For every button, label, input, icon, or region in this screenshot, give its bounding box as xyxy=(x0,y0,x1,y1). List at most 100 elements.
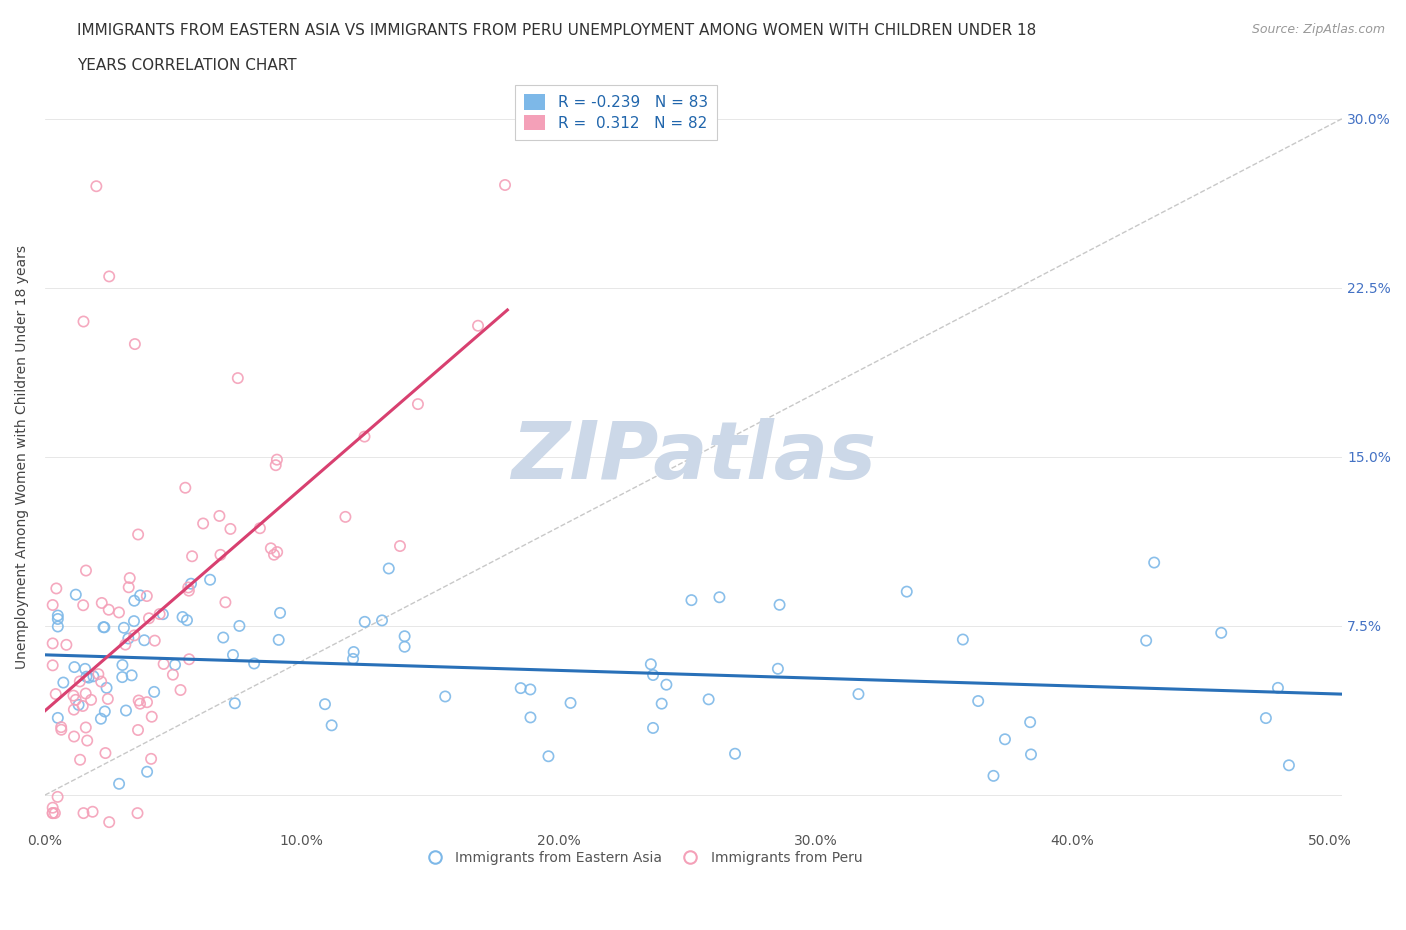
Point xyxy=(124,628,146,643)
Point xyxy=(260,541,283,556)
Point xyxy=(98,269,121,284)
Point xyxy=(651,697,673,711)
Point xyxy=(224,696,246,711)
Point xyxy=(51,723,73,737)
Point xyxy=(314,697,336,711)
Point xyxy=(152,606,174,621)
Point xyxy=(994,732,1017,747)
Point xyxy=(63,729,86,744)
Point xyxy=(177,580,200,595)
Point xyxy=(321,718,343,733)
Point xyxy=(49,720,72,735)
Point xyxy=(209,548,232,563)
Point xyxy=(143,684,166,699)
Point xyxy=(537,749,560,764)
Point xyxy=(709,590,731,604)
Point xyxy=(263,547,285,562)
Point xyxy=(343,644,366,659)
Text: Source: ZipAtlas.com: Source: ZipAtlas.com xyxy=(1251,23,1385,36)
Point xyxy=(46,608,69,623)
Point xyxy=(342,652,364,667)
Point xyxy=(434,689,457,704)
Point xyxy=(1278,758,1301,773)
Point xyxy=(41,636,63,651)
Point xyxy=(118,579,141,594)
Point xyxy=(62,688,84,703)
Point xyxy=(111,670,134,684)
Point xyxy=(214,595,236,610)
Point xyxy=(75,661,97,676)
Point xyxy=(641,721,664,736)
Point xyxy=(655,677,678,692)
Point xyxy=(141,710,163,724)
Point xyxy=(1019,747,1042,762)
Point xyxy=(127,527,149,542)
Point xyxy=(1135,633,1157,648)
Point xyxy=(75,686,97,701)
Point xyxy=(75,720,97,735)
Point xyxy=(467,318,489,333)
Point xyxy=(46,612,69,627)
Point xyxy=(641,668,664,683)
Point xyxy=(394,639,416,654)
Point xyxy=(138,611,160,626)
Point xyxy=(560,696,582,711)
Point xyxy=(76,733,98,748)
Legend: Immigrants from Eastern Asia, Immigrants from Peru: Immigrants from Eastern Asia, Immigrants… xyxy=(415,845,869,870)
Point xyxy=(46,711,69,725)
Point xyxy=(243,656,266,671)
Point xyxy=(90,595,112,610)
Point xyxy=(1143,555,1166,570)
Point xyxy=(519,710,541,724)
Point xyxy=(97,692,120,707)
Point xyxy=(143,633,166,648)
Point xyxy=(848,686,870,701)
Point xyxy=(72,314,94,329)
Point xyxy=(983,768,1005,783)
Point xyxy=(174,480,197,495)
Point xyxy=(266,452,288,467)
Point xyxy=(67,698,90,712)
Point xyxy=(353,429,375,444)
Point xyxy=(249,521,271,536)
Point xyxy=(72,698,94,713)
Point xyxy=(72,805,94,820)
Text: IMMIGRANTS FROM EASTERN ASIA VS IMMIGRANTS FROM PERU UNEMPLOYMENT AMONG WOMEN WI: IMMIGRANTS FROM EASTERN ASIA VS IMMIGRAN… xyxy=(77,23,1036,38)
Point xyxy=(65,692,87,707)
Point xyxy=(96,681,118,696)
Point xyxy=(72,598,94,613)
Point xyxy=(172,609,194,624)
Point xyxy=(75,563,97,578)
Point xyxy=(115,703,138,718)
Point xyxy=(134,632,156,647)
Point xyxy=(82,669,104,684)
Point xyxy=(117,631,139,646)
Point xyxy=(697,692,720,707)
Point xyxy=(165,658,187,672)
Point xyxy=(69,674,91,689)
Point xyxy=(1211,625,1233,640)
Point xyxy=(41,805,63,820)
Point xyxy=(222,647,245,662)
Point xyxy=(124,593,146,608)
Point xyxy=(228,618,250,633)
Text: YEARS CORRELATION CHART: YEARS CORRELATION CHART xyxy=(77,58,297,73)
Point xyxy=(371,613,394,628)
Point xyxy=(177,583,200,598)
Point xyxy=(681,592,703,607)
Point xyxy=(952,632,974,647)
Point xyxy=(149,606,172,621)
Point xyxy=(108,605,131,620)
Point xyxy=(122,614,145,629)
Point xyxy=(136,764,159,779)
Point xyxy=(63,702,86,717)
Point xyxy=(394,629,416,644)
Point xyxy=(768,597,790,612)
Point xyxy=(41,598,63,613)
Point xyxy=(1267,681,1289,696)
Point xyxy=(82,804,104,819)
Point xyxy=(98,815,121,830)
Point xyxy=(114,637,136,652)
Point xyxy=(219,522,242,537)
Text: ZIPatlas: ZIPatlas xyxy=(512,418,876,496)
